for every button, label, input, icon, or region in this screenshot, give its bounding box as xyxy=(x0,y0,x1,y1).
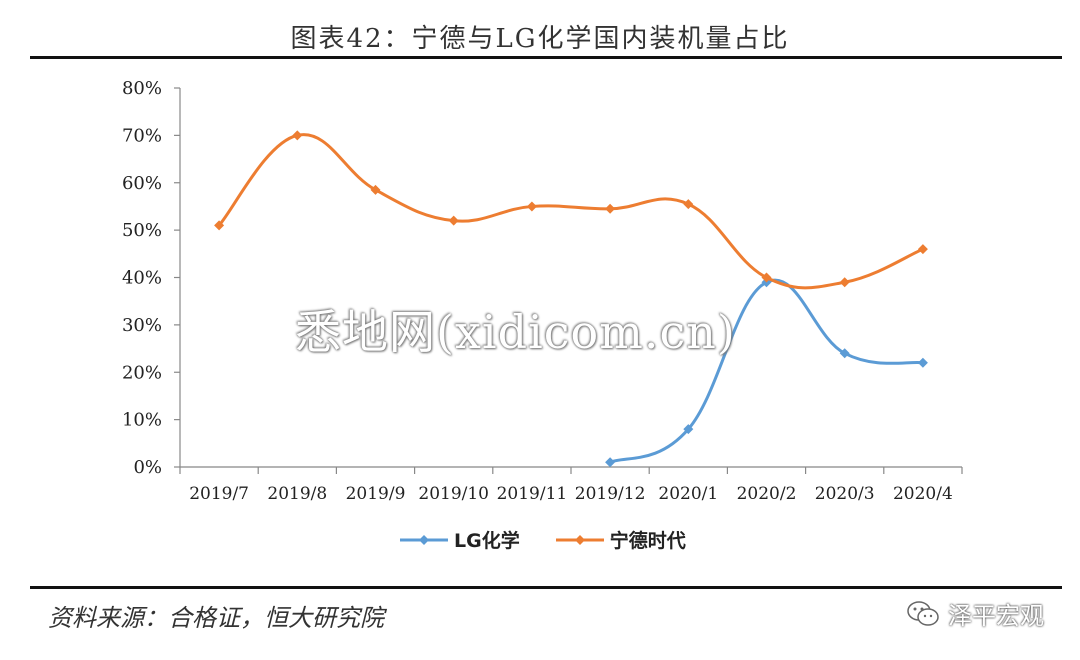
line-chart: 0% 10% 20% 30% 40% 50% 60% 70% 80% 2019/7 2019/8 20… xyxy=(122,78,963,504)
data-point-lg xyxy=(917,357,928,368)
data-point-catl xyxy=(605,203,616,214)
y-tick-label: 20% xyxy=(122,362,162,383)
legend-label-catl: 宁德时代 xyxy=(609,530,686,552)
brand-name: 泽平宏观 xyxy=(948,602,1044,630)
data-point-lg xyxy=(605,457,616,468)
data-point-catl xyxy=(448,215,459,226)
source-note: 资料来源：合格证，恒大研究院 xyxy=(48,604,384,632)
legend-item-lg: LG化学 xyxy=(400,526,520,553)
series-line-catl xyxy=(217,133,925,290)
brand: 泽平宏观 xyxy=(906,596,1044,631)
y-tick-label: 80% xyxy=(122,78,162,99)
data-point-catl xyxy=(761,272,772,283)
legend-swatch-lg xyxy=(400,534,448,545)
x-tick-label: 2020/4 xyxy=(893,484,953,504)
data-point-catl xyxy=(292,130,303,141)
data-point-catl xyxy=(917,244,928,255)
watermark: 悉地网(xidicom.cn) xyxy=(295,305,736,359)
data-point-catl xyxy=(214,220,225,231)
data-point-catl xyxy=(370,184,381,195)
top-rule xyxy=(30,56,1062,59)
x-tick-label: 2019/10 xyxy=(418,484,489,504)
legend: LG化学 宁德时代 xyxy=(400,526,686,553)
x-tick-label: 2019/11 xyxy=(497,484,568,504)
y-tick-label: 70% xyxy=(122,125,162,146)
y-tick-label: 40% xyxy=(122,268,162,289)
x-tick-label: 2019/9 xyxy=(346,484,406,504)
chart-title: 图表42：宁德与LG化学国内装机量占比 xyxy=(290,24,790,54)
legend-item-catl: 宁德时代 xyxy=(555,526,686,553)
data-point-lg xyxy=(839,348,850,359)
bottom-rule xyxy=(30,586,1062,589)
y-tick-label: 60% xyxy=(122,173,162,194)
y-tick-label: 50% xyxy=(122,220,162,241)
x-tick-label: 2019/8 xyxy=(267,484,327,504)
wechat-icon xyxy=(907,600,939,626)
data-point-catl xyxy=(839,277,850,288)
legend-label-lg: LG化学 xyxy=(454,530,520,552)
y-tick-label: 10% xyxy=(122,410,162,431)
data-point-catl xyxy=(526,201,537,212)
y-tick-label: 0% xyxy=(133,457,162,478)
data-point-lg xyxy=(683,424,694,435)
x-tick-label: 2020/1 xyxy=(658,484,718,504)
x-tick-label: 2020/2 xyxy=(737,484,797,504)
legend-swatch-catl xyxy=(555,534,604,545)
x-tick-label: 2019/12 xyxy=(575,484,646,504)
x-tick-label: 2019/7 xyxy=(189,484,249,504)
y-tick-label: 30% xyxy=(122,315,162,336)
x-tick-label: 2020/3 xyxy=(815,484,875,504)
data-point-catl xyxy=(683,199,694,210)
